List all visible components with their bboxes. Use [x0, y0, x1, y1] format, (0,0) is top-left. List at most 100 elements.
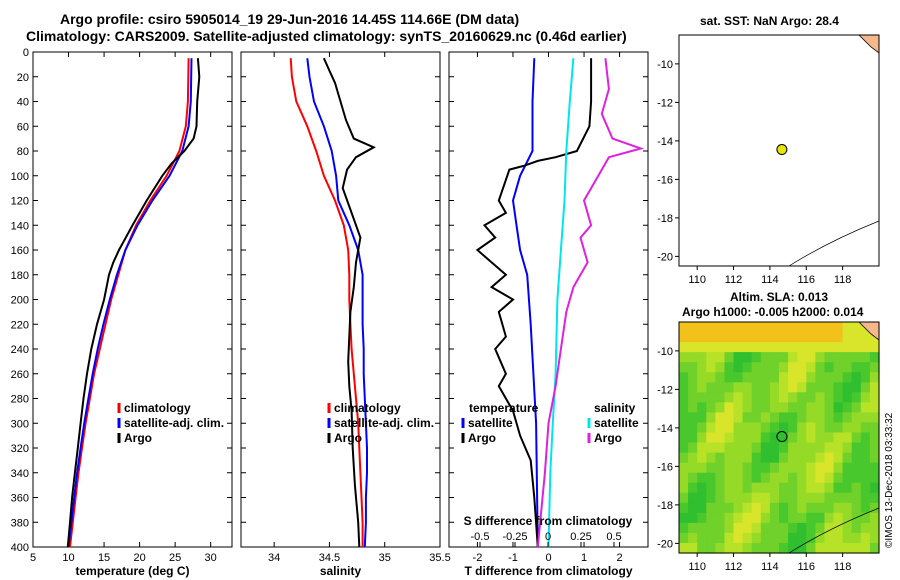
sla-cell	[679, 462, 689, 474]
sla-cell	[679, 342, 689, 353]
sla-cell	[688, 462, 698, 474]
sla-cell	[706, 492, 716, 504]
difference-xtick-label: 2	[617, 552, 623, 564]
sla-cell	[751, 482, 762, 494]
argo-position-marker	[776, 144, 788, 156]
sla-cell	[860, 482, 871, 494]
sla-cell	[851, 332, 862, 343]
map_sla-ytick-label: -18	[657, 500, 673, 512]
sla-cell	[724, 382, 735, 393]
difference-xtick-label: 0	[545, 552, 551, 564]
sla-cell	[706, 342, 716, 353]
sla-cell	[751, 322, 762, 333]
temp-legend-label: Argo	[468, 431, 496, 445]
sla-cell	[715, 502, 726, 514]
temperature-frame	[32, 51, 233, 548]
sla-cell	[842, 512, 853, 524]
sla-cell	[679, 492, 689, 504]
sla-cell	[697, 372, 707, 383]
depth-tick-label: 80	[17, 146, 29, 158]
sla-cell	[769, 543, 780, 554]
sla-cell	[760, 362, 771, 373]
sla-cell	[724, 332, 735, 343]
depth-contour	[788, 220, 880, 267]
sla-cell	[706, 432, 716, 444]
sla-cell	[860, 522, 871, 534]
sla-cell	[788, 442, 798, 454]
sla-cell	[788, 522, 798, 534]
sla-cell	[851, 362, 862, 373]
sla-cell	[706, 422, 716, 434]
sla-cell	[760, 322, 771, 333]
map_sst-xtick-label: 110	[688, 274, 706, 286]
sla-cell	[797, 462, 807, 474]
difference-xlabel: T difference from climatology	[464, 564, 632, 578]
map_sst-ytick-label: -12	[657, 97, 673, 109]
sla-cell	[860, 502, 871, 514]
sla-cell	[779, 412, 789, 424]
sla-cell	[751, 422, 762, 434]
map_sla-ytick-label: -16	[657, 461, 673, 473]
sla-cell	[706, 322, 716, 333]
sla-cell	[769, 362, 780, 373]
sla-cell	[824, 362, 835, 373]
sla-cell	[815, 532, 826, 544]
sla-cell	[688, 512, 698, 524]
sla-cell	[751, 412, 762, 424]
sla-cell	[842, 382, 853, 393]
sla-cell	[815, 332, 826, 343]
sla-cell	[724, 412, 735, 424]
sla-cell	[751, 402, 762, 413]
temperature-series-satellite-adj-clim-	[67, 58, 193, 548]
sla-cell	[806, 322, 816, 333]
sla-cell	[788, 332, 798, 343]
sla-cell	[724, 402, 735, 413]
sla-cell	[815, 502, 826, 514]
sla-cell	[860, 352, 871, 363]
salinity-xtick-label: 34	[268, 552, 280, 564]
depth-tick-label: 200	[11, 295, 29, 307]
sla-cell	[697, 422, 707, 434]
sla-cell	[742, 352, 753, 363]
sla-cell	[797, 512, 807, 524]
sla-map-subtitle: Argo h1000: -0.005 h2000: 0.014	[682, 305, 864, 319]
sla-cell	[833, 422, 844, 434]
sla-cell	[779, 432, 789, 444]
sla-cell	[715, 332, 726, 343]
sla-cell	[815, 452, 826, 464]
sla-cell	[779, 482, 789, 494]
sla-cell	[724, 462, 735, 474]
sla-cell	[679, 412, 689, 424]
sla-cell	[706, 442, 716, 454]
sla-cell	[688, 362, 698, 373]
sla-cell	[733, 432, 744, 444]
sla-cell	[806, 502, 816, 514]
sla-cell	[869, 543, 880, 554]
sla-cell	[697, 452, 707, 464]
sla-cell	[824, 372, 835, 383]
sla-cell	[697, 402, 707, 413]
sla-cell	[697, 322, 707, 333]
sla-cell	[679, 472, 689, 484]
sla-cell	[697, 482, 707, 494]
sla-cell	[706, 352, 716, 363]
sla-cell	[779, 452, 789, 464]
sla-cell	[824, 452, 835, 464]
sla-cell	[851, 402, 862, 413]
sla-cell	[869, 342, 880, 353]
map_sla-xtick-label: 116	[797, 561, 815, 573]
sla-cell	[788, 512, 798, 524]
sla-cell	[842, 543, 853, 554]
sla-cell	[806, 412, 816, 424]
sla-cell	[806, 352, 816, 363]
sla-cell	[824, 382, 835, 393]
sla-cell	[742, 362, 753, 373]
sla-cell	[842, 432, 853, 444]
sla-cell	[842, 452, 853, 464]
sla-cell	[788, 362, 798, 373]
sla-cell	[697, 492, 707, 504]
sla-cell	[706, 452, 716, 464]
sla-cell	[715, 472, 726, 484]
sla-cell	[869, 422, 880, 434]
sla-cell	[715, 382, 726, 393]
